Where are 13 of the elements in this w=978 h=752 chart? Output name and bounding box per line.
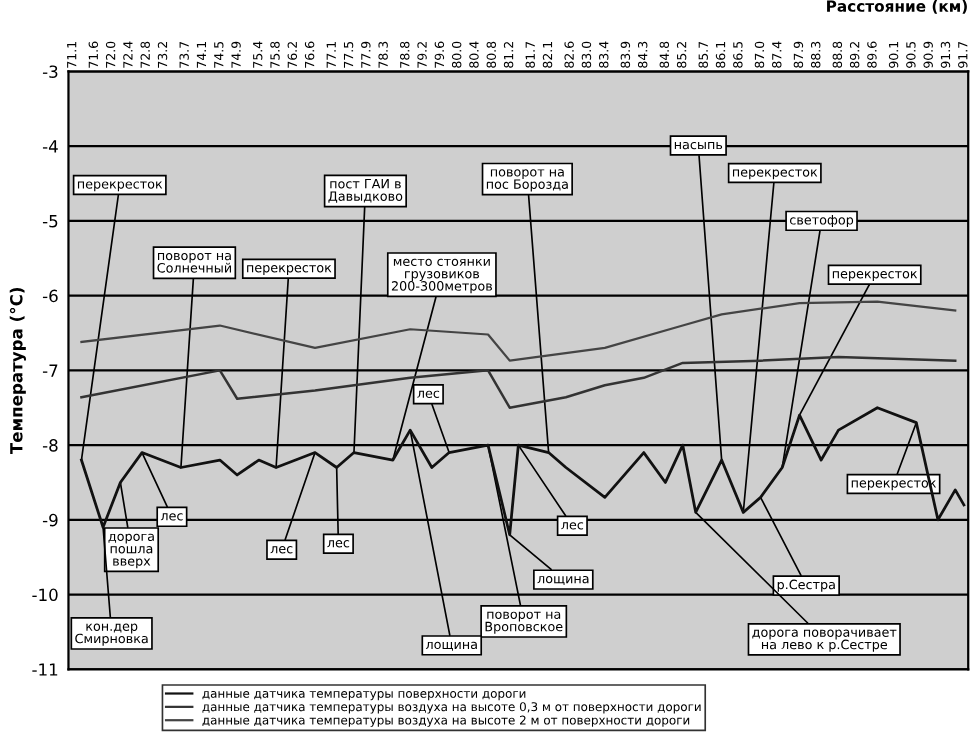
y-tick-label: -10 bbox=[32, 588, 58, 602]
y-tick-label: -5 bbox=[42, 215, 58, 228]
y-axis-title: Температура (°C) bbox=[9, 288, 26, 455]
line-series bbox=[80, 406, 966, 537]
y-tick-label: -6 bbox=[42, 289, 58, 303]
y-tick-label: -9 bbox=[42, 513, 58, 527]
y-tick-label: -3 bbox=[42, 65, 58, 79]
y-tick-label: -11 bbox=[32, 663, 58, 676]
y-tick-label: -4 bbox=[42, 140, 58, 153]
line-series bbox=[80, 355, 957, 409]
line-series bbox=[80, 300, 957, 362]
y-tick-label: -8 bbox=[42, 439, 58, 452]
y-tick-label: -7 bbox=[42, 364, 58, 377]
